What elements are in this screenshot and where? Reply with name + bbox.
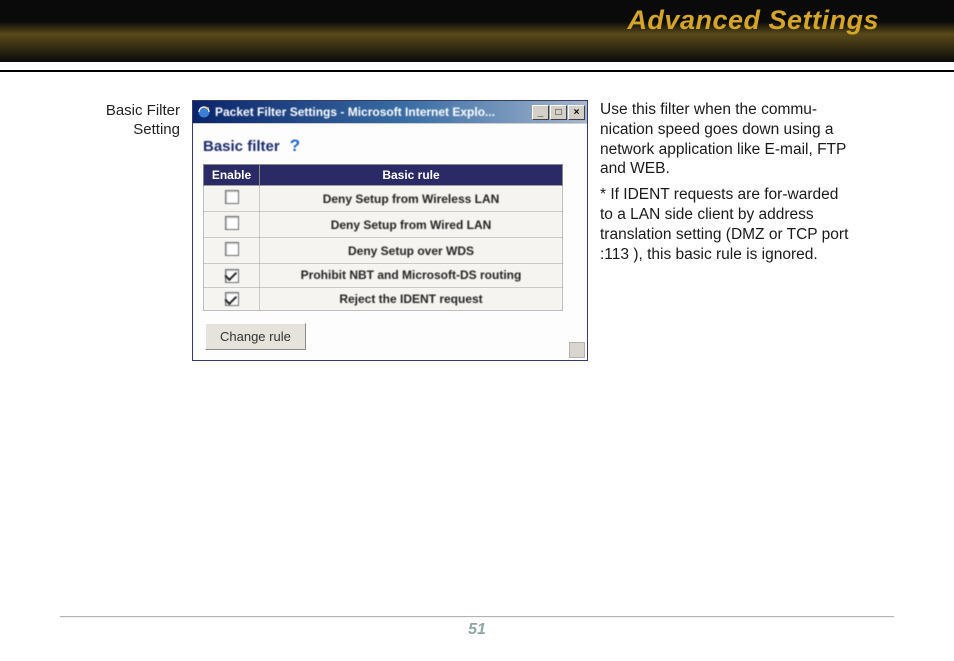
table-row: Deny Setup over WDS bbox=[204, 238, 563, 264]
close-icon: × bbox=[574, 107, 580, 118]
cell-rule-label: Deny Setup over WDS bbox=[260, 238, 563, 264]
cell-rule-label: Deny Setup from Wireless LAN bbox=[260, 186, 563, 212]
checkbox[interactable] bbox=[225, 190, 239, 204]
ie-icon bbox=[197, 105, 211, 119]
window-buttons: _ □ × bbox=[532, 105, 585, 120]
scroll-corner bbox=[569, 342, 585, 358]
cell-rule-label: Reject the IDENT request bbox=[260, 287, 563, 311]
page-title: Advanced Settings bbox=[627, 5, 879, 36]
minimize-icon: _ bbox=[538, 107, 544, 118]
cell-checkbox bbox=[204, 238, 260, 264]
description-p2: * If IDENT requests are for-warded to a … bbox=[600, 185, 850, 264]
col-rule: Basic rule bbox=[260, 165, 563, 186]
table-row: Prohibit NBT and Microsoft-DS routing bbox=[204, 264, 563, 288]
checkbox[interactable] bbox=[225, 269, 239, 283]
footer-divider bbox=[60, 616, 894, 617]
col-enable: Enable bbox=[204, 165, 260, 186]
cell-checkbox bbox=[204, 287, 260, 311]
page-footer: 51 bbox=[60, 616, 894, 639]
window-title-text: Packet Filter Settings - Microsoft Inter… bbox=[215, 105, 532, 119]
cell-rule-label: Prohibit NBT and Microsoft-DS routing bbox=[260, 264, 563, 288]
description-block: Use this filter when the commu-nication … bbox=[600, 100, 850, 361]
basic-filter-table: Enable Basic rule Deny Setup from Wirele… bbox=[203, 164, 563, 311]
page-number: 51 bbox=[60, 621, 894, 639]
cell-checkbox bbox=[204, 186, 260, 212]
maximize-icon: □ bbox=[555, 107, 561, 118]
table-header-row: Enable Basic rule bbox=[204, 165, 563, 186]
left-caption-line1: Basic Filter bbox=[106, 102, 180, 119]
cell-rule-label: Deny Setup from Wired LAN bbox=[260, 212, 563, 238]
left-caption: Basic Filter Setting bbox=[80, 100, 180, 361]
table-row: Reject the IDENT request bbox=[204, 287, 563, 311]
checkbox[interactable] bbox=[225, 292, 239, 306]
table-row: Deny Setup from Wired LAN bbox=[204, 212, 563, 238]
checkbox[interactable] bbox=[225, 216, 239, 230]
table-row: Deny Setup from Wireless LAN bbox=[204, 186, 563, 212]
content-area: Basic Filter Setting Packet Filter Setti… bbox=[0, 72, 954, 361]
help-icon[interactable]: ? bbox=[290, 136, 300, 156]
cell-checkbox bbox=[204, 212, 260, 238]
window-titlebar[interactable]: Packet Filter Settings - Microsoft Inter… bbox=[193, 101, 587, 123]
change-rule-button[interactable]: Change rule bbox=[205, 323, 306, 350]
header-band: Advanced Settings bbox=[0, 0, 954, 62]
description-p1: Use this filter when the commu-nication … bbox=[600, 100, 850, 179]
cell-checkbox bbox=[204, 264, 260, 288]
checkbox[interactable] bbox=[225, 242, 239, 256]
close-button[interactable]: × bbox=[568, 105, 585, 120]
browser-window: Packet Filter Settings - Microsoft Inter… bbox=[192, 100, 588, 361]
minimize-button[interactable]: _ bbox=[532, 105, 549, 120]
left-caption-line2: Setting bbox=[133, 121, 180, 138]
section-heading-text: Basic filter bbox=[203, 138, 280, 155]
section-heading: Basic filter ? bbox=[203, 136, 581, 156]
maximize-button[interactable]: □ bbox=[550, 105, 567, 120]
window-body: Basic filter ? Enable Basic rule Deny Se… bbox=[193, 123, 587, 360]
